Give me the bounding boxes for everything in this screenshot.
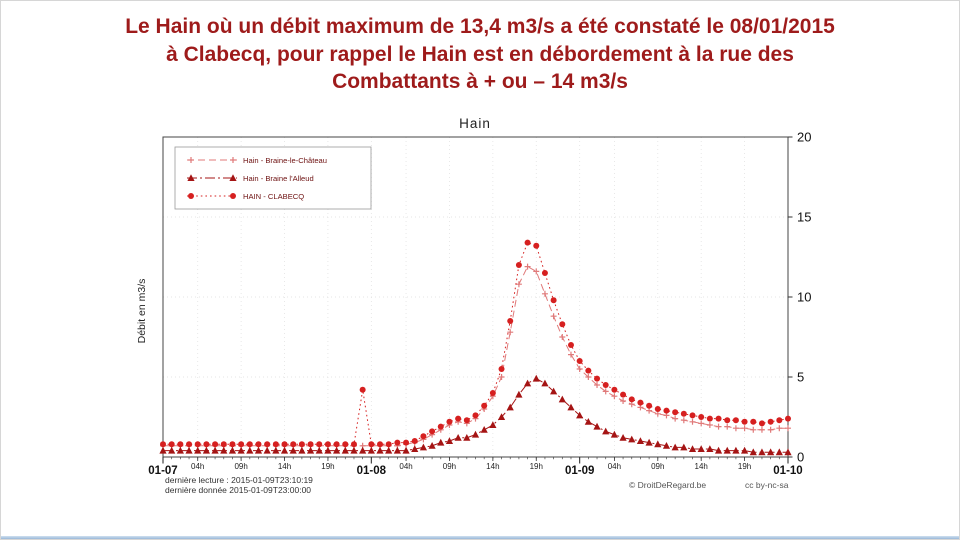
svg-text:14h: 14h (695, 462, 708, 471)
svg-text:10: 10 (797, 290, 811, 305)
chart-container: Hain Débit en m3/s 01-07 04h 09h 14h 19h 01-0… (131, 111, 851, 523)
svg-text:20: 20 (797, 130, 811, 145)
y-axis-label: Débit en m3/s (136, 279, 148, 344)
chart-title: Hain (459, 116, 491, 131)
svg-text:19h: 19h (321, 462, 334, 471)
page-title: Le Hain où un débit maximum de 13,4 m3/s… (125, 15, 835, 94)
svg-text:04h: 04h (608, 462, 621, 471)
svg-text:Hain - Braine l'Alleud: Hain - Braine l'Alleud (243, 174, 314, 183)
svg-text:04h: 04h (399, 462, 412, 471)
hain-chart: Hain Débit en m3/s 01-07 04h 09h 14h 19h 01-0… (136, 116, 811, 495)
svg-text:01-08: 01-08 (357, 465, 387, 477)
svg-text:09h: 09h (234, 462, 247, 471)
svg-text:14h: 14h (486, 462, 499, 471)
svg-text:19h: 19h (530, 462, 543, 471)
footer-last-read: dernière lecture : 2015-01-09T23:10:19 (165, 475, 313, 485)
svg-text:19h: 19h (738, 462, 751, 471)
svg-text:0: 0 (797, 450, 804, 465)
svg-text:14h: 14h (278, 462, 291, 471)
slide-bottom-accent (1, 536, 959, 539)
svg-text:09h: 09h (651, 462, 664, 471)
plot-area: 01-07 04h 09h 14h 19h 01-08 04h 09h 14h 19h 01-09 0… (148, 130, 811, 478)
svg-text:15: 15 (797, 210, 811, 225)
footer-license: cc by-nc-sa (745, 480, 789, 490)
svg-text:01-10: 01-10 (773, 465, 802, 477)
svg-text:Hain - Braine-le-Château: Hain - Braine-le-Château (243, 156, 327, 165)
svg-text:5: 5 (797, 370, 804, 385)
svg-text:04h: 04h (191, 462, 204, 471)
svg-text:01-07: 01-07 (148, 465, 177, 477)
svg-text:HAIN - CLABECQ: HAIN - CLABECQ (243, 192, 304, 201)
footer-last-data: dernière donnée 2015-01-09T23:00:00 (165, 485, 311, 495)
footer-copyright: © DroitDeRegard.be (629, 480, 706, 490)
svg-text:01-09: 01-09 (565, 465, 594, 477)
svg-text:09h: 09h (443, 462, 456, 471)
